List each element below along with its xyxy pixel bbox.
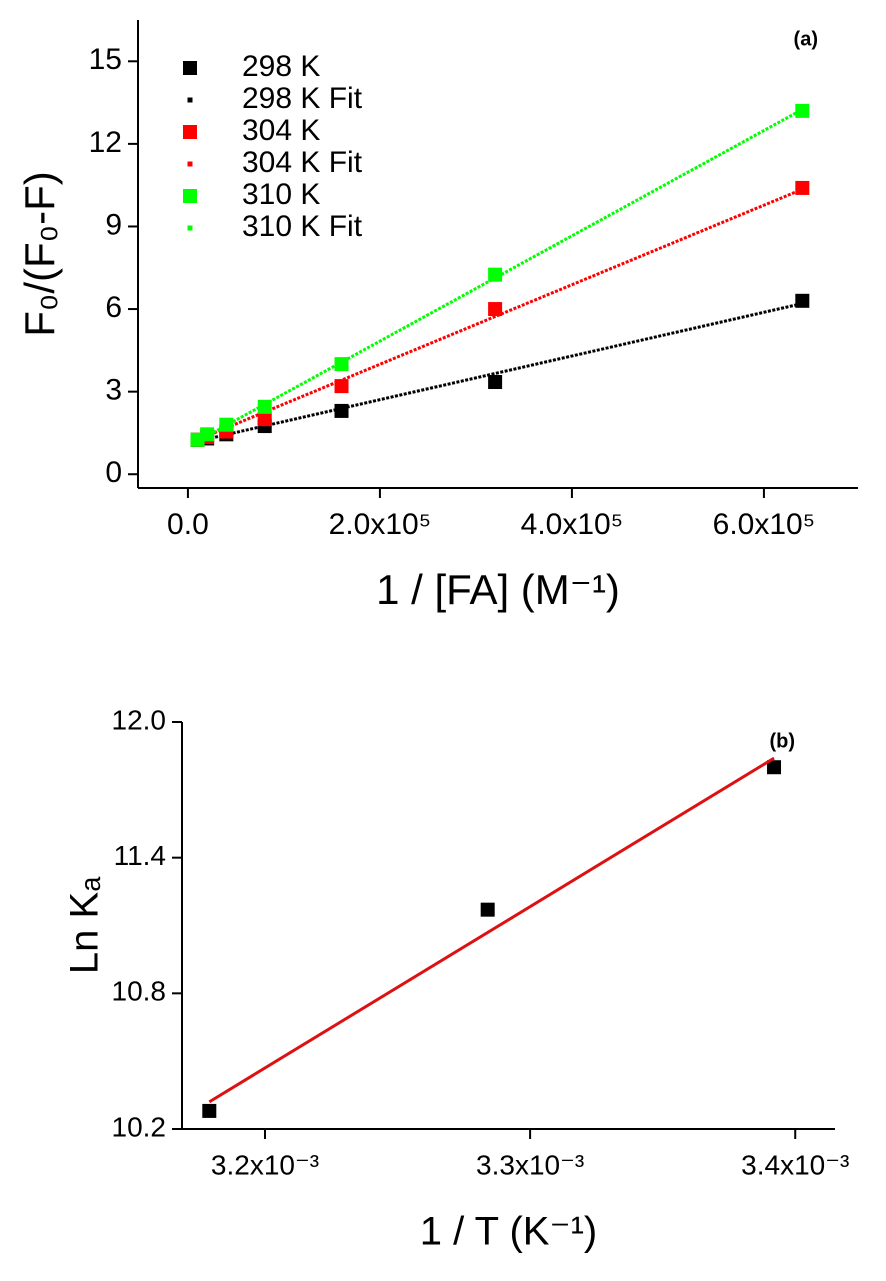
legend-label: 310 K [242, 178, 320, 211]
y-axis-title: Ln Kₐ [63, 876, 107, 974]
x-tick-label: 3.4x10⁻³ [741, 1149, 849, 1180]
legend-marker [183, 61, 197, 75]
y-tick-label: 6 [105, 291, 122, 324]
x-tick-label: 6.0x10⁵ [713, 508, 816, 541]
legend-label: 310 K Fit [242, 210, 363, 243]
data-point [488, 267, 503, 282]
y-tick-label: 3 [105, 374, 122, 407]
data-point [480, 902, 495, 917]
fit-line [196, 108, 804, 443]
y-tick-label: 15 [89, 43, 122, 76]
data-point [334, 379, 349, 394]
data-point [488, 375, 503, 390]
y-tick-label: 10.2 [112, 1111, 167, 1142]
x-axis-title: 1 / [FA] (M⁻¹) [376, 566, 620, 613]
y-tick-label: 0 [105, 456, 122, 489]
x-tick-label: 3.2x10⁻³ [211, 1149, 319, 1180]
data-point [257, 399, 272, 414]
legend-label: 304 K Fit [242, 146, 363, 179]
legend-marker [187, 161, 193, 167]
data-point [488, 302, 503, 317]
fit-line [197, 302, 803, 443]
legend-label: 304 K [242, 114, 320, 147]
y-tick-label: 11.4 [114, 840, 166, 871]
y-tick-label: 10.8 [112, 976, 167, 1007]
annotation: (b) [769, 730, 795, 752]
legend-marker [187, 225, 193, 231]
legend-label: 298 K Fit [242, 82, 363, 115]
legend-marker [183, 125, 197, 139]
fit-line [196, 187, 803, 442]
x-tick-label: 2.0x10⁵ [329, 508, 432, 541]
fit-line [208, 756, 775, 1104]
legend-marker [187, 97, 193, 103]
y-tick-label: 12.0 [112, 704, 167, 735]
x-tick-label: 0.0 [167, 508, 209, 541]
y-tick-label: 9 [105, 208, 122, 241]
x-tick-label: 3.3x10⁻³ [476, 1149, 584, 1180]
data-point [257, 412, 272, 427]
y-axis-title: F₀/(F₀-F) [16, 171, 63, 336]
legend-label: 298 K [242, 50, 320, 83]
y-tick-label: 12 [89, 126, 122, 159]
annotation: (a) [794, 28, 818, 50]
data-point [767, 760, 782, 775]
legend-marker [183, 189, 197, 203]
data-point [795, 293, 810, 308]
x-axis-title: 1 / T (K⁻¹) [420, 1210, 597, 1254]
x-tick-label: 4.0x10⁵ [521, 508, 624, 541]
data-point [202, 1103, 217, 1118]
